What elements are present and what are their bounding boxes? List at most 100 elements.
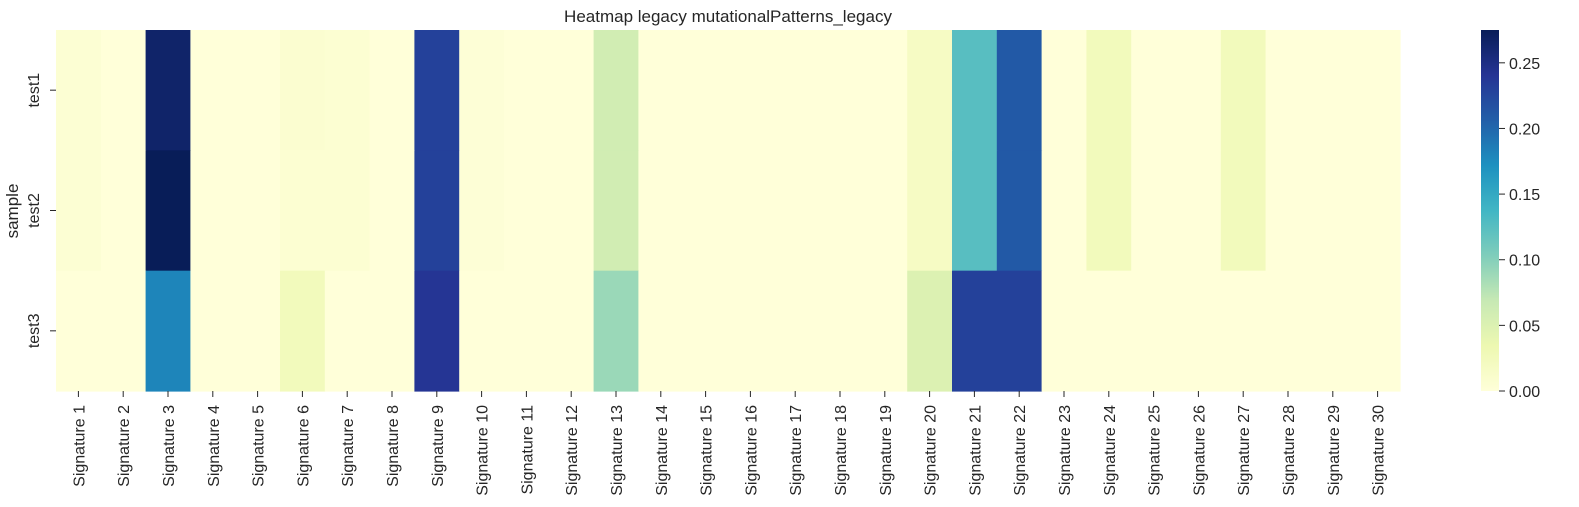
column-labels: Signature 1 Signature 2 Signature 3 Signatu… [71, 391, 1388, 496]
column-label: Signature 19 [878, 405, 895, 496]
column-label: Signature 29 [1326, 405, 1343, 496]
column-label: Signature 25 [1147, 405, 1164, 496]
column-label: Signature 5 [251, 405, 268, 487]
column-label: Signature 21 [967, 405, 984, 496]
heatmap-cell [1041, 30, 1087, 151]
heatmap-cell [1176, 30, 1222, 151]
column-label: Signature 15 [699, 405, 716, 496]
heatmap-cell [772, 30, 819, 151]
heatmap-cell [548, 150, 595, 272]
colorbar-tick-label: 0.05 [1509, 318, 1540, 335]
heatmap-cell [683, 30, 729, 151]
heatmap-cell [1265, 30, 1311, 151]
column-label: Signature 9 [430, 405, 447, 487]
heatmap-cell [1086, 270, 1132, 392]
heatmap-cell [145, 270, 191, 392]
heatmap-cell [190, 30, 236, 151]
heatmap-cell [1176, 270, 1222, 392]
heatmap-cell [907, 270, 953, 392]
heatmap-cell [280, 30, 326, 151]
heatmap-cell [907, 30, 953, 151]
heatmap-cell [369, 30, 415, 151]
colorbar-ticks: 0.00 0.05 0.10 0.15 0.20 0.25 [1499, 56, 1540, 401]
heatmap-cell [683, 270, 729, 392]
y-axis-label: sample [3, 184, 22, 239]
heatmap-cell [56, 270, 102, 392]
heatmap-cell [817, 270, 863, 392]
heatmap-cell [414, 270, 460, 392]
column-label: Signature 24 [1102, 405, 1119, 496]
heatmap-cell [504, 30, 550, 151]
colorbar-tick-label: 0.25 [1509, 56, 1540, 73]
heatmap-cell [1265, 270, 1311, 392]
heatmap-cell [548, 270, 595, 392]
heatmap-cell [1220, 150, 1267, 272]
column-label: Signature 13 [609, 405, 626, 496]
heatmap-cell [280, 270, 326, 392]
heatmap-cell [100, 150, 147, 272]
heatmap-cell [1310, 150, 1356, 272]
heatmap-cell [56, 150, 102, 272]
column-label: Signature 18 [833, 405, 850, 496]
heatmap-cell [772, 270, 819, 392]
heatmap-cell [56, 30, 102, 151]
heatmap-cell [996, 270, 1043, 392]
heatmap-cell [369, 270, 415, 392]
heatmap-cell [1086, 30, 1132, 151]
heatmap-cell [952, 270, 998, 392]
column-label: Signature 22 [1012, 405, 1029, 496]
column-label: Signature 30 [1371, 405, 1388, 496]
heatmap-cell [459, 30, 505, 151]
heatmap-cell [1355, 150, 1401, 272]
column-label: Signature 2 [116, 405, 133, 487]
row-label: test2 [26, 193, 43, 228]
heatmap-cell [414, 30, 460, 151]
column-label: Signature 1 [71, 405, 88, 487]
heatmap-cell [459, 150, 505, 272]
heatmap-cell [100, 30, 147, 151]
heatmap-cell [1220, 270, 1267, 392]
heatmap-cell [817, 30, 863, 151]
heatmap-cell [593, 270, 639, 392]
row-labels: test1 test2 test3 [26, 73, 56, 348]
heatmap-cell [862, 30, 908, 151]
heatmap-cell [1310, 30, 1356, 151]
heatmap-cell [548, 30, 595, 151]
heatmap-cell [772, 150, 819, 272]
column-label: Signature 28 [1281, 405, 1298, 496]
column-label: Signature 3 [161, 405, 178, 487]
heatmap-cells [56, 30, 1401, 392]
heatmap-cell [145, 30, 191, 151]
heatmap-cell [1131, 150, 1177, 272]
heatmap-cell [862, 270, 908, 392]
column-label: Signature 20 [923, 405, 940, 496]
heatmap-cell [324, 30, 371, 151]
heatmap-cell [1355, 270, 1401, 392]
row-label: test1 [26, 73, 43, 108]
heatmap-cell [952, 150, 998, 272]
heatmap-cell [100, 270, 147, 392]
heatmap-cell [817, 150, 863, 272]
heatmap-cell [952, 30, 998, 151]
heatmap-cell [1355, 30, 1401, 151]
heatmap-cell [996, 30, 1043, 151]
heatmap-cell [1041, 150, 1087, 272]
column-label: Signature 27 [1236, 405, 1253, 496]
heatmap-cell [593, 30, 639, 151]
heatmap-cell [145, 150, 191, 272]
heatmap-cell [593, 150, 639, 272]
heatmap-cell [907, 150, 953, 272]
heatmap-cell [728, 270, 774, 392]
colorbar-tick-label: 0.20 [1509, 121, 1540, 138]
heatmap-cell [1086, 150, 1132, 272]
heatmap-cell [1265, 150, 1311, 272]
colorbar-tick-label: 0.15 [1509, 187, 1540, 204]
column-label: Signature 8 [385, 405, 402, 487]
colorbar-tick-label: 0.00 [1509, 384, 1540, 401]
heatmap-cell [235, 30, 281, 151]
chart-title: Heatmap legacy mutationalPatterns_legacy [564, 7, 892, 26]
heatmap-cell [414, 150, 460, 272]
heatmap-cell [235, 150, 281, 272]
heatmap-cell [190, 270, 236, 392]
